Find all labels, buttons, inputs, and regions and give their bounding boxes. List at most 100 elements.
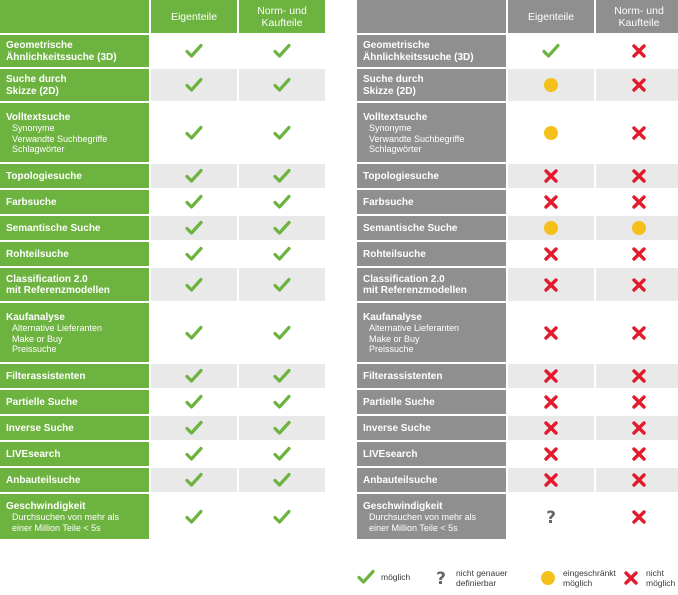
eigenteile-status-cell: [508, 364, 594, 388]
check-icon: [273, 420, 291, 435]
cross-icon: [632, 325, 646, 340]
check-icon: [185, 394, 203, 409]
legend-item: möglich: [357, 568, 410, 586]
check-icon: [273, 509, 291, 524]
table-row: Geschwindigkeit Durchsuchen von mehr als e…: [357, 494, 678, 539]
question-mark-icon: ?: [436, 569, 446, 587]
table-row: Classification 2.0 mit Referenzmodellen: [357, 268, 678, 301]
cross-icon: [544, 447, 558, 461]
check-icon: [185, 220, 203, 235]
eigenteile-status-cell: [151, 364, 237, 388]
check-icon: [273, 168, 291, 183]
norm-kaufteile-status-cell: [239, 364, 325, 388]
check-icon: [273, 77, 291, 92]
feature-label: Rohteilsuche: [357, 242, 506, 266]
feature-title: Suche durch: [363, 74, 424, 85]
eigenteile-status-cell: [151, 190, 237, 214]
feature-label: Kaufanalyse Alternative Lieferanten Make o…: [357, 303, 506, 362]
table-row: Kaufanalyse Alternative Lieferanten Make o…: [357, 303, 678, 362]
norm-kaufteile-status-cell: [239, 494, 325, 539]
cross-icon: [544, 277, 558, 292]
feature-title: Inverse Suche: [6, 422, 74, 434]
eigenteile-status-cell: [151, 442, 237, 466]
eigenteile-status-cell: [151, 303, 237, 362]
feature-title: Farbsuche: [6, 196, 57, 208]
feature-label: Anbauteilsuche: [0, 468, 149, 492]
legend-item: eingeschränkt möglich: [539, 568, 616, 588]
feature-label: Classification 2.0 mit Referenzmodellen: [0, 268, 149, 301]
table-row: LIVEsearch: [357, 442, 678, 466]
partial-circle-icon: [632, 221, 646, 235]
feature-title: Geometrische: [363, 40, 430, 51]
feature-subitem: Durchsuchen von mehr als: [369, 512, 477, 523]
table-row: Filterassistenten: [357, 364, 678, 388]
cross-icon: [632, 44, 646, 58]
table-row: Rohteilsuche: [357, 242, 678, 266]
feature-label: Volltextsuche Synonyme Verwandte Suchbegri…: [357, 103, 506, 162]
feature-label: Classification 2.0 mit Referenzmodellen: [357, 268, 506, 301]
feature-label: Topologiesuche: [357, 164, 506, 188]
norm-kaufteile-status-cell: [596, 390, 678, 414]
feature-label: Semantische Suche: [0, 216, 149, 240]
cross-icon: [544, 421, 558, 435]
feature-subitem: Synonyme: [12, 123, 55, 133]
eigenteile-status-cell: [508, 390, 594, 414]
feature-label: Partielle Suche: [0, 390, 149, 414]
legend-label-line: möglich: [563, 578, 593, 588]
feature-title: Suche durch: [6, 74, 67, 85]
partial-circle-icon: [544, 78, 558, 92]
table-row: Suche durch Skizze (2D): [357, 69, 678, 101]
eigenteile-status-cell: [508, 69, 594, 101]
table-header: Eigenteile Norm- und Kaufteile: [357, 0, 678, 33]
feature-title: Geometrische: [6, 40, 73, 51]
norm-kaufteile-status-cell: [596, 468, 678, 492]
feature-title: Geschwindigkeit: [363, 500, 443, 512]
cross-icon: [632, 247, 646, 261]
eigenteile-status-cell: [151, 390, 237, 414]
header-feature-cell: [357, 0, 506, 33]
norm-kaufteile-status-cell: [596, 242, 678, 266]
norm-kaufteile-status-cell: [596, 268, 678, 301]
feature-title: Semantische Suche: [363, 222, 458, 234]
legend-item: ? nicht genauer definierbar: [432, 568, 507, 588]
feature-label: Suche durch Skizze (2D): [0, 69, 149, 101]
norm-kaufteile-status-cell: [239, 468, 325, 492]
feature-title: Topologiesuche: [6, 170, 82, 182]
feature-title: Rohteilsuche: [363, 248, 426, 260]
feature-title: mit Referenzmodellen: [363, 285, 467, 296]
eigenteile-status-cell: [508, 268, 594, 301]
norm-kaufteile-status-cell: [596, 190, 678, 214]
eigenteile-status-cell: [508, 468, 594, 492]
legend-label-line: definierbar: [456, 578, 497, 588]
check-icon: [273, 125, 291, 140]
cross-icon: [632, 125, 646, 140]
norm-kaufteile-status-cell: [596, 303, 678, 362]
legend-item: nicht möglich: [622, 568, 675, 588]
check-icon: [185, 194, 203, 209]
cross-icon: [544, 325, 558, 340]
eigenteile-status-cell: [508, 103, 594, 162]
feature-title: Filterassistenten: [363, 370, 443, 382]
norm-kaufteile-status-cell: [239, 390, 325, 414]
feature-title: Classification 2.0: [363, 273, 445, 285]
table-row: Geometrische Ähnlichkeitssuche (3D): [357, 35, 678, 67]
norm-kaufteile-status-cell: [596, 35, 678, 67]
legend-label: möglich: [381, 572, 410, 582]
feature-title: Skizze (2D): [363, 85, 416, 97]
eigenteile-status-cell: [151, 268, 237, 301]
feature-subitem: Verwandte Suchbegriffe: [369, 133, 465, 144]
norm-kaufteile-status-cell: [596, 164, 678, 188]
table-row: Inverse Suche: [0, 416, 325, 440]
check-icon: [357, 569, 375, 584]
legend-label-line: möglich: [646, 578, 676, 588]
check-icon: [185, 77, 203, 92]
svg-text:?: ?: [436, 569, 446, 587]
feature-title: LIVEsearch: [363, 448, 418, 460]
feature-title: Skizze (2D): [6, 85, 59, 97]
question-mark-icon: ?: [546, 508, 556, 526]
check-icon: [273, 394, 291, 409]
cross-icon: [632, 509, 646, 524]
other-system-table: Eigenteile Norm- und Kaufteile Geometrisc…: [357, 0, 678, 541]
feature-subitem: Alternative Lieferanten: [12, 323, 103, 333]
norm-kaufteile-status-cell: [239, 103, 325, 162]
